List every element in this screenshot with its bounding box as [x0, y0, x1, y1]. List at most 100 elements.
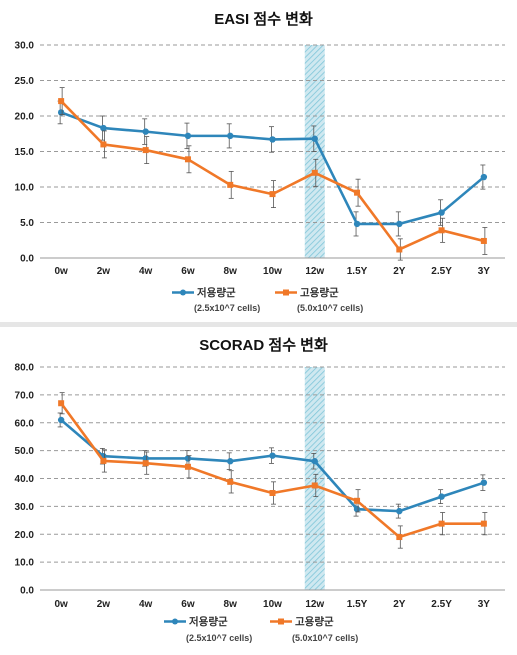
y-tick-label: 0.0: [20, 254, 34, 265]
y-tick-label: 15.0: [15, 147, 35, 158]
data-point: [354, 189, 361, 196]
y-tick-label: 10.0: [15, 183, 35, 194]
data-point: [438, 493, 445, 500]
x-tick-label: 0w: [54, 599, 68, 610]
data-point: [353, 505, 361, 513]
legend-marker: [278, 618, 284, 625]
data-point: [100, 124, 107, 132]
panel-divider: [0, 322, 517, 327]
y-tick-label: 20.0: [15, 112, 35, 123]
x-tick-label: 1.5Y: [347, 266, 368, 277]
series-line: [60, 100, 485, 251]
data-point: [480, 479, 488, 486]
x-tick-label: 3Y: [478, 599, 491, 610]
chart-title: SCORAD 점수 변화: [199, 336, 328, 354]
legend-label: 고용량군: [295, 616, 334, 628]
easi-chart-panel: EASI 점수 변화 0.0 5.0 10.0 15.0 20.0 25.0 30.0 0w 2w…: [0, 0, 517, 322]
series-line: [60, 402, 484, 539]
x-tick-label: 4w: [139, 266, 153, 277]
data-point: [311, 169, 318, 176]
data-point: [184, 463, 191, 470]
data-point: [227, 458, 234, 465]
x-tick-label: 3Y: [478, 266, 491, 277]
data-point: [354, 497, 361, 504]
x-tick-label: 2w: [97, 599, 111, 610]
x-tick-label: 2.5Y: [431, 599, 452, 610]
data-point: [227, 132, 234, 140]
series-0: [57, 412, 488, 519]
y-tick-label: 80.0: [15, 363, 35, 374]
data-point: [438, 520, 445, 527]
data-point: [100, 457, 107, 464]
y-tick-label: 70.0: [15, 390, 35, 401]
legend-marker: [180, 289, 186, 296]
y-tick-label: 30.0: [15, 502, 35, 513]
y-tick-label: 5.0: [20, 218, 34, 229]
x-tick-label: 6w: [181, 266, 195, 277]
x-tick-label: 2Y: [393, 599, 406, 610]
x-tick-label: 8w: [224, 266, 238, 277]
legend-label: 저용량군: [189, 615, 228, 628]
x-tick-label: 4w: [139, 599, 153, 610]
series-1: [58, 87, 488, 261]
series-0: [57, 100, 488, 237]
y-tick-label: 40.0: [15, 474, 35, 485]
data-point: [396, 507, 403, 515]
data-point: [438, 209, 445, 216]
data-point: [57, 416, 65, 424]
data-point: [396, 246, 403, 253]
y-tick-label: 60.0: [15, 418, 35, 429]
legend-label: 저용량군: [197, 286, 236, 299]
data-point: [184, 455, 192, 462]
data-point: [269, 452, 276, 459]
x-tick-label: 8w: [224, 599, 238, 610]
x-tick-label: 2Y: [393, 266, 406, 277]
data-point: [184, 132, 192, 140]
data-point: [100, 141, 107, 148]
data-point: [142, 128, 149, 135]
data-point: [480, 520, 487, 527]
legend-note: (2.5x10^7 cells): [186, 633, 252, 643]
legend-note: (2.5x10^7 cells): [194, 303, 260, 313]
y-tick-label: 0.0: [20, 586, 34, 597]
legend-note: (5.0x10^7 cells): [297, 303, 363, 313]
legend-marker: [283, 289, 289, 296]
data-point: [269, 489, 276, 496]
x-tick-label: 12w: [305, 599, 324, 610]
data-point: [227, 478, 234, 485]
data-point: [269, 136, 276, 143]
easi-line-chart: EASI 점수 변화 0.0 5.0 10.0 15.0 20.0 25.0 30.0 0w 2w…: [15, 10, 505, 313]
data-point: [311, 482, 318, 489]
data-point: [57, 109, 65, 116]
x-tick-label: 10w: [263, 599, 282, 610]
data-point: [353, 220, 361, 228]
y-tick-label: 10.0: [15, 558, 35, 569]
legend-note: (5.0x10^7 cells): [292, 633, 358, 643]
data-point: [480, 173, 488, 181]
x-tick-label: 0w: [54, 266, 68, 277]
y-tick-label: 25.0: [15, 76, 35, 87]
data-point: [142, 460, 149, 467]
data-point: [311, 458, 318, 465]
x-tick-label: 10w: [263, 266, 282, 277]
data-point: [269, 191, 276, 198]
legend-label: 고용량군: [300, 287, 339, 299]
series-1: [58, 392, 488, 549]
scorad-line-chart: SCORAD 점수 변화 0.0 10.0 20.0 30.0 40.0 50.0 60.0 7…: [15, 336, 505, 643]
y-tick-label: 30.0: [15, 41, 35, 52]
x-tick-label: 1.5Y: [347, 599, 368, 610]
data-point: [227, 181, 234, 188]
data-point: [58, 400, 65, 407]
data-point: [311, 135, 318, 142]
data-point: [396, 534, 403, 541]
series-line: [60, 418, 485, 513]
x-tick-label: 6w: [181, 599, 195, 610]
data-point: [184, 156, 191, 163]
y-tick-label: 50.0: [15, 446, 35, 457]
x-tick-label: 2.5Y: [431, 266, 452, 277]
legend-marker: [172, 618, 178, 625]
x-tick-label: 12w: [305, 266, 324, 277]
data-point: [438, 227, 445, 234]
data-point: [142, 455, 149, 462]
data-point: [58, 98, 65, 105]
